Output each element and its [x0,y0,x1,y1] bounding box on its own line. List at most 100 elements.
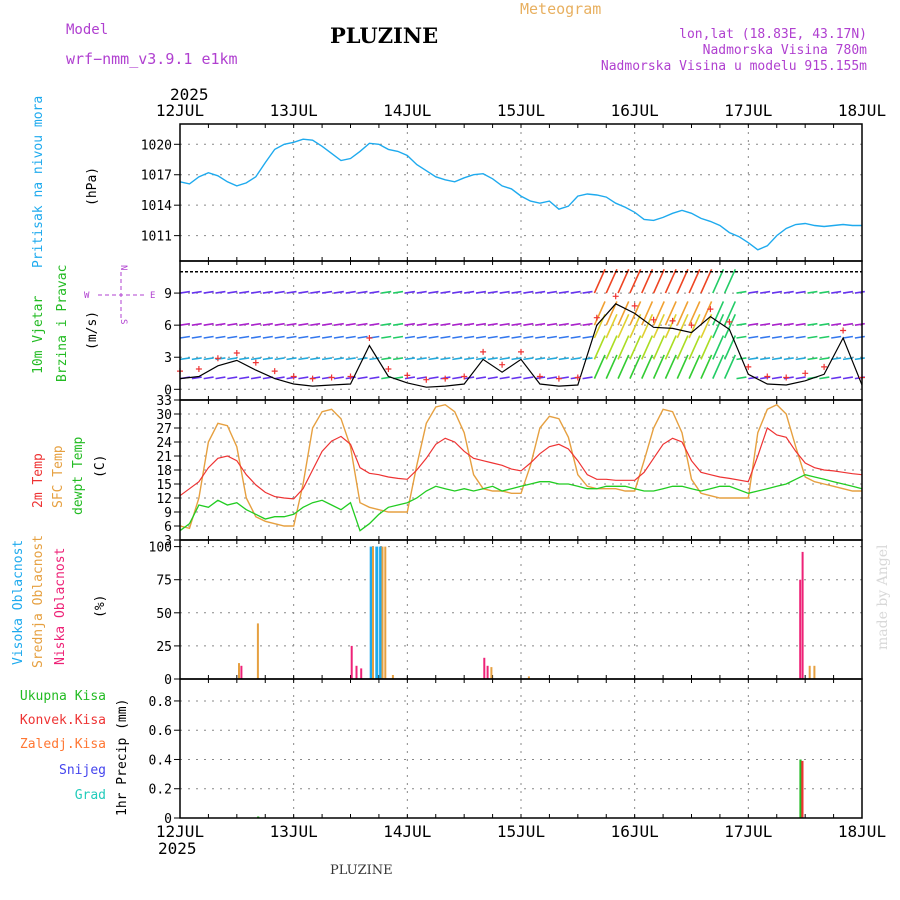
wind-barb [298,335,309,339]
temp-ytick-label: 18 [156,464,172,479]
wind-barb [440,335,451,339]
wind-barb [771,322,783,326]
cloud-bar [813,665,816,679]
wind-barb [298,376,309,380]
temp-ytick-label: 3 [164,534,172,549]
cloud-bar [483,657,486,679]
cloud-bar [360,668,363,679]
wind-barb [464,335,475,339]
wind-barb [546,357,558,361]
wind-barb [464,357,475,361]
wind-barb [652,354,665,379]
wind-barb [393,357,404,361]
compass-w: W [84,291,90,301]
wind-barb [582,357,593,361]
wind-barb [191,376,202,380]
wind-barb [369,376,380,380]
wind-barb [404,335,416,339]
wind-barb [605,354,618,379]
wind-barb [286,376,297,380]
wind-barb [831,290,842,294]
wind-barb [262,357,273,361]
wind-barb [250,376,262,380]
temp-ytick-label: 21 [156,450,172,465]
wind-barb [712,268,725,294]
wind-barb [416,290,427,294]
gust-marker [309,375,316,382]
cloud-ytick-label: 75 [156,574,172,589]
wind-barb [842,290,854,294]
model-label: Model [66,22,108,38]
precip-ytick-label: 0 [164,812,172,827]
wind-barb [760,322,771,326]
wind-barb [570,335,581,339]
wind-barb [652,313,665,339]
wind-barb [227,290,238,294]
cloud-bar [384,546,387,679]
wind-barb [274,290,285,294]
gust-marker [404,372,411,379]
wind-barb [652,301,665,326]
wind-barb [523,357,534,361]
model-name: wrf−nmm_v3.9.1 e1km [66,50,238,68]
gust-marker [593,314,600,321]
wind-barb [819,290,830,294]
wind-barb [831,335,842,339]
wind-barb [535,322,546,326]
wind-barb [262,322,273,326]
wind-barb [239,376,250,380]
cloud-panel-frame [179,539,863,680]
wind-barb [333,376,344,380]
gust-marker [612,293,619,300]
plot-area: 1011101410171020036936912151821242730330… [141,101,886,841]
wind-barb [723,354,737,379]
hail-label: Grad [75,788,106,803]
wind-barb [286,290,297,294]
wind-barb [487,322,498,326]
wind-barb [617,301,630,326]
wind-barb [760,335,771,339]
temp-panel-frame [179,399,863,541]
wind-barb [629,335,642,360]
cloud-bar [381,546,384,679]
wind-barb [428,357,439,361]
wind-barb [558,322,569,326]
cloud-bar [256,623,259,679]
pressure-ytick-label: 1020 [141,138,172,153]
wind-barb [736,322,747,326]
wind-barb [558,335,569,339]
time-label-bottom: 16JUL [611,822,659,841]
wind-barb [570,357,581,361]
wind-barb [357,376,368,380]
wind-barb [748,376,759,380]
wind-barb [321,290,333,294]
wind-barb [227,376,238,380]
wind-barb [795,335,806,339]
wind-barb [511,335,522,339]
time-label-top: 18JUL [838,101,886,120]
wind-ytick-label: 9 [164,287,172,302]
wind-barb [452,335,463,339]
wind-barb [688,335,701,360]
wind-barb [416,335,427,339]
wind-barb [345,335,356,339]
cloud-bar [799,579,802,679]
pressure-series-line [179,138,862,251]
cloud-bar [490,667,493,679]
gust-marker [328,374,335,381]
wind-barb [783,290,794,294]
compass-e: E [150,291,155,301]
wind-barb [215,376,226,380]
wind-barb [227,357,238,361]
gust-marker [707,306,714,313]
wind-barb [393,335,404,339]
wind-barb [617,313,630,339]
wind-barb [511,376,522,380]
wind-barb [310,357,321,361]
wind-barb [641,268,654,294]
wind-barb [676,313,689,339]
wind-barb [404,322,416,326]
wind-barb [499,322,510,326]
temp-ytick-label: 9 [164,506,172,521]
